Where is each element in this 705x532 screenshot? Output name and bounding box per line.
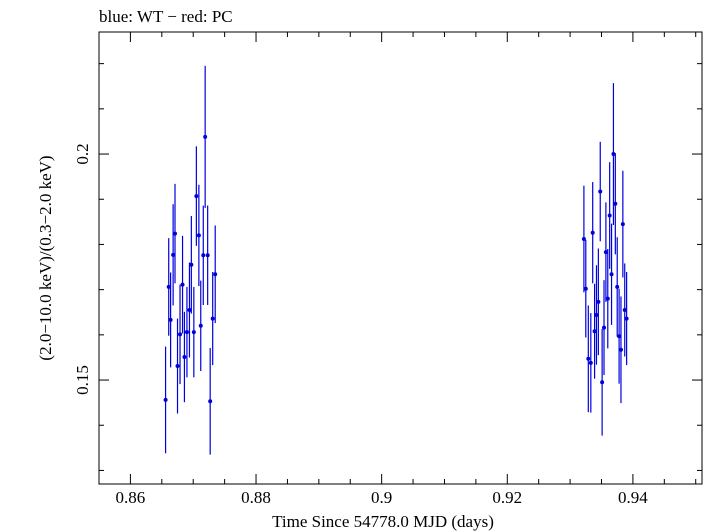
data-point xyxy=(617,334,622,339)
data-point xyxy=(208,399,213,404)
y-axis-ticks: 0.15 0.2 xyxy=(73,63,702,471)
data-point xyxy=(194,194,199,199)
data-point xyxy=(622,307,627,312)
y-tick-label: 0.2 xyxy=(73,143,92,164)
chart-title: blue: WT − red: PC xyxy=(99,7,233,26)
series-WT xyxy=(163,65,218,455)
data-point xyxy=(600,380,605,385)
data-point xyxy=(173,231,178,236)
y-axis-label: (2.0−10.0 keV)/(0.3−2.0 keV) xyxy=(36,155,55,360)
data-point xyxy=(607,213,612,218)
data-point xyxy=(182,354,187,359)
data-point xyxy=(583,286,588,291)
data-point xyxy=(203,134,208,139)
data-point xyxy=(620,222,625,227)
data-point xyxy=(613,201,618,206)
data-point xyxy=(198,323,203,328)
data-point xyxy=(609,272,614,277)
x-tick-label: 0.94 xyxy=(618,488,648,507)
data-point xyxy=(588,360,593,365)
x-tick-label: 0.9 xyxy=(371,488,392,507)
data-point xyxy=(166,284,171,289)
data-point xyxy=(184,330,189,335)
data-point xyxy=(611,152,616,157)
data-point xyxy=(594,312,599,317)
data-series xyxy=(163,65,629,455)
x-tick-label: 0.92 xyxy=(492,488,522,507)
series-WT xyxy=(581,83,629,436)
x-axis-label: Time Since 54778.0 MJD (days) xyxy=(272,512,494,531)
data-point xyxy=(189,262,194,267)
y-tick-label: 0.15 xyxy=(73,365,92,395)
data-point xyxy=(191,330,196,335)
data-point xyxy=(618,347,623,352)
x-tick-label: 0.88 xyxy=(241,488,271,507)
data-point xyxy=(180,282,185,287)
data-point xyxy=(603,250,608,255)
data-point xyxy=(602,325,607,330)
data-point xyxy=(163,397,168,402)
data-point xyxy=(201,253,206,258)
data-point xyxy=(171,252,176,257)
data-point xyxy=(175,364,180,369)
data-point xyxy=(615,284,620,289)
data-point xyxy=(210,316,215,321)
data-point xyxy=(196,233,201,238)
plot-frame xyxy=(98,31,703,485)
data-point xyxy=(596,299,601,304)
plot-area xyxy=(98,31,703,485)
data-point xyxy=(213,272,218,277)
data-point xyxy=(581,237,586,242)
x-axis-ticks: 0.86 0.88 0.9 0.92 0.94 xyxy=(98,32,697,507)
data-point xyxy=(624,316,629,321)
data-point xyxy=(586,356,591,361)
data-point xyxy=(605,296,610,301)
x-tick-label: 0.86 xyxy=(116,488,146,507)
data-point xyxy=(178,332,183,337)
data-point xyxy=(590,230,595,235)
data-point xyxy=(598,189,603,194)
data-point xyxy=(187,307,192,312)
data-point xyxy=(592,329,597,334)
data-point xyxy=(205,253,210,258)
data-point xyxy=(168,317,173,322)
